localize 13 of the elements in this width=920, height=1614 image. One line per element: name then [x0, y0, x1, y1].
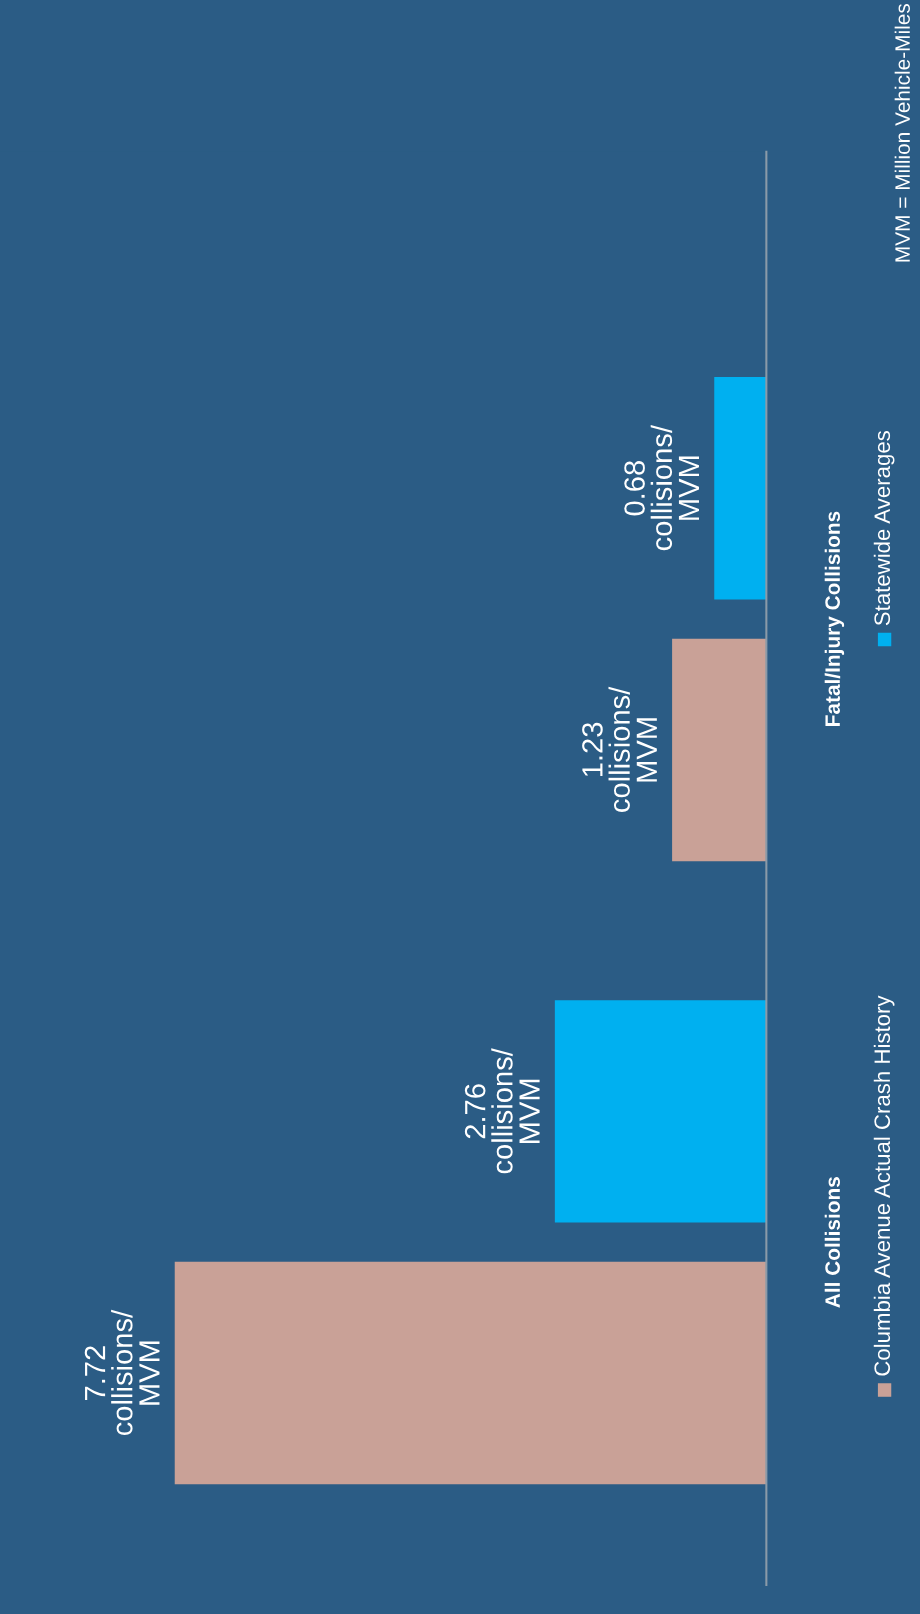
text: MVM = Million Vehicle-Miles	[894, 3, 910, 262]
data-label: 1.23 collisions/ MVM	[582, 686, 657, 812]
y-tick-label: All Collisions	[824, 1177, 840, 1308]
text: Statewide Averages	[873, 431, 895, 626]
data-label: 2.76 collisions/ MVM	[464, 1048, 540, 1174]
data-label: 0.68 collisions/ MVM	[624, 424, 699, 551]
bar	[174, 1261, 767, 1485]
bar	[554, 1000, 767, 1223]
data-label: 7.72 collisions/ MVM	[84, 1309, 160, 1436]
y-tick-label: Fatal/Injury Collisions	[824, 511, 845, 726]
bar	[672, 638, 767, 862]
bar	[714, 376, 767, 600]
text: Columbia Avenue Actual Crash History	[873, 995, 895, 1376]
